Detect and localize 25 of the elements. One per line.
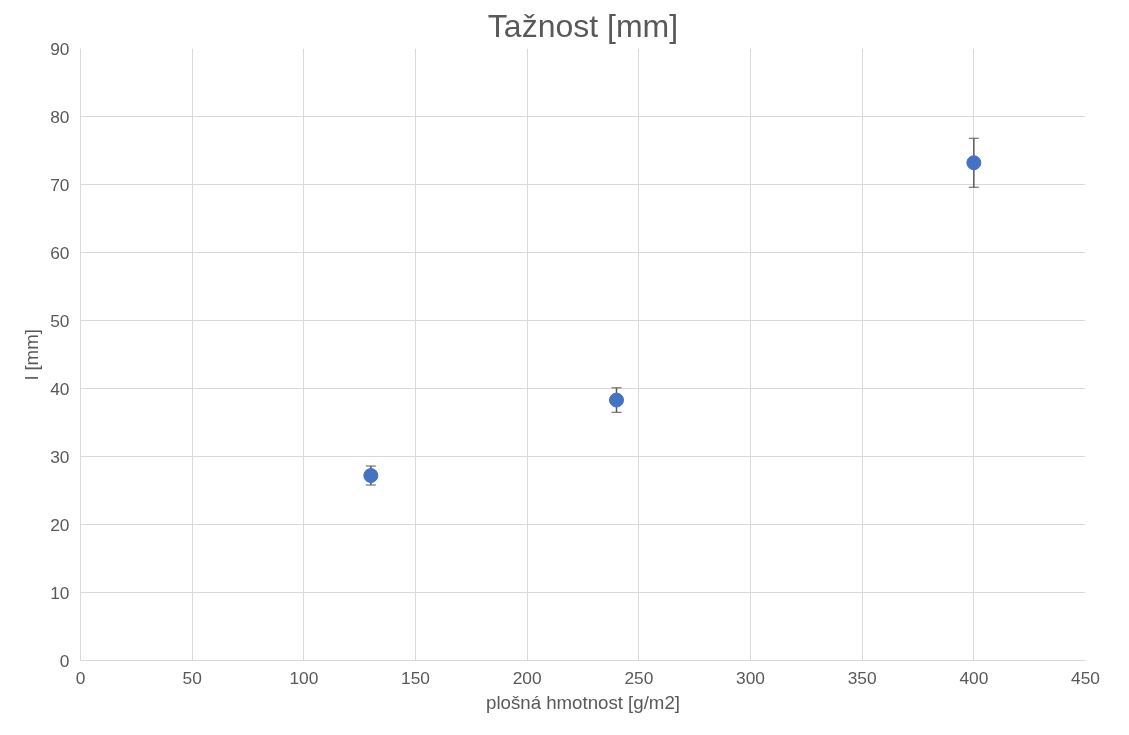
x-tick-label: 300	[736, 667, 765, 688]
point	[966, 155, 982, 171]
y-tick-label: 10	[50, 582, 70, 603]
y-tick-label: 40	[50, 378, 70, 399]
y-tick-label: 30	[50, 446, 70, 467]
x-tick-label: 400	[959, 667, 989, 688]
chart-title: Tažnost [mm]	[487, 7, 679, 44]
y-tick-label: 70	[50, 174, 70, 195]
x-tick-label: 250	[624, 667, 654, 688]
y-tick-label: 20	[50, 514, 70, 535]
y-tick-label: 60	[50, 242, 70, 263]
x-axis-title: plošná hmotnost [g/m2]	[486, 691, 680, 713]
x-tick-label: 50	[182, 667, 202, 688]
x-tick-label: 450	[1071, 667, 1100, 688]
x-tick-label: 150	[401, 667, 430, 688]
point	[609, 392, 624, 408]
y-tick-label: 50	[50, 310, 70, 331]
x-tick-label: 350	[847, 667, 877, 688]
y-tick-label: 80	[50, 106, 70, 127]
y-tick-label: 90	[50, 38, 70, 59]
x-tick-label: 0	[75, 667, 86, 688]
y-tick-label: 0	[59, 650, 70, 671]
x-tick-label: 200	[512, 667, 542, 688]
y-axis-title: l [mm]	[21, 329, 43, 380]
x-tick-label: 100	[289, 667, 319, 688]
